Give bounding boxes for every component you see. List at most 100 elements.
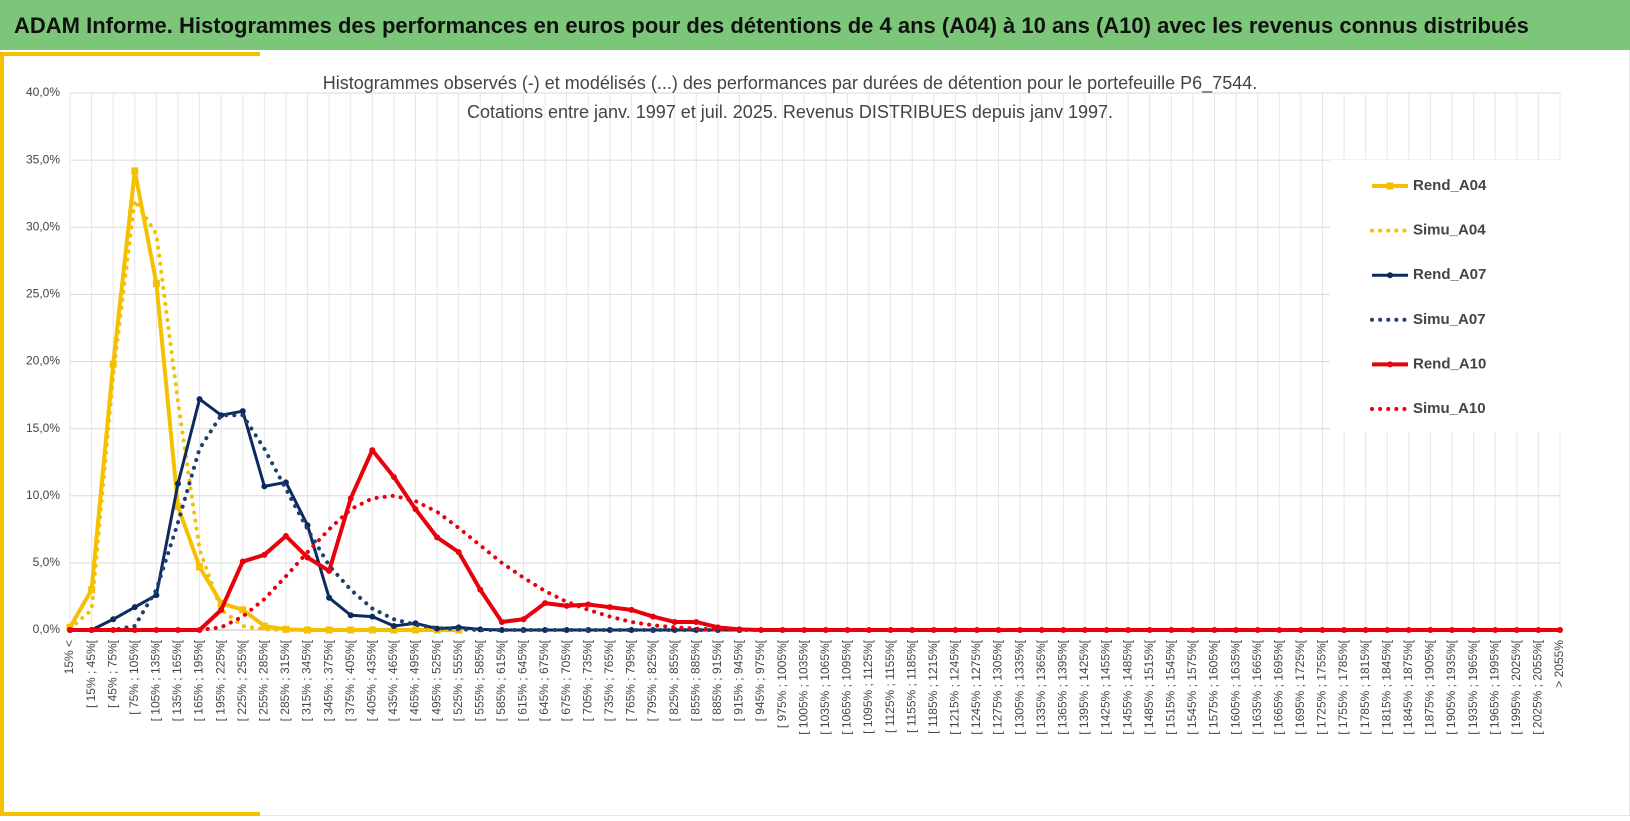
marker — [1233, 627, 1240, 633]
marker — [434, 534, 441, 541]
x-tick-label: [ 345% ; 375%[ — [321, 639, 335, 721]
x-tick-label: [ 1845% ; 1875%[ — [1401, 639, 1415, 734]
marker — [347, 612, 354, 619]
marker — [779, 627, 786, 633]
x-tick-label: [ 705% ; 735%[ — [580, 639, 594, 721]
marker — [520, 616, 527, 623]
x-tick-label: [ 1155% ; 1185%[ — [904, 639, 918, 733]
legend-marker — [1387, 272, 1393, 279]
series-line — [68, 194, 332, 632]
accent — [0, 812, 260, 816]
series-line — [68, 493, 1562, 632]
x-tick-label: [ 885% ; 915%[ — [710, 639, 724, 721]
x-tick-label: [ 1395% ; 1425%[ — [1077, 639, 1091, 734]
marker — [1103, 627, 1110, 633]
marker — [1427, 627, 1434, 633]
legend-box — [1330, 160, 1562, 432]
x-tick-label: [ 1575% ; 1605%[ — [1207, 639, 1221, 734]
y-tick-label: 40,0% — [26, 85, 60, 99]
marker — [239, 408, 246, 415]
marker — [131, 604, 138, 611]
x-tick-label: [ 735% ; 765%[ — [602, 639, 616, 721]
marker — [217, 599, 225, 607]
marker — [282, 533, 289, 540]
marker — [628, 627, 635, 633]
x-tick-label: [ 945% ; 975%[ — [753, 639, 767, 721]
x-tick-label: [ 405% ; 435%[ — [364, 639, 378, 721]
y-tick-label: 10,0% — [26, 488, 60, 502]
marker — [110, 616, 117, 623]
marker — [412, 626, 420, 634]
marker — [239, 558, 246, 565]
marker — [714, 624, 721, 631]
x-tick-label: [ 1275% ; 1305%[ — [991, 639, 1005, 734]
marker — [585, 601, 592, 608]
marker — [909, 627, 916, 633]
x-tick-label: [ 1695% ; 1725%[ — [1293, 639, 1307, 734]
marker — [498, 618, 505, 625]
x-tick-label: [ 375% ; 405%[ — [343, 639, 357, 721]
accent — [0, 52, 4, 816]
x-tick-label: [ 75% ; 105%[ — [127, 639, 141, 714]
x-tick-label: [ 465% ; 495%[ — [408, 639, 422, 721]
x-tick-label: [ 1125% ; 1155%[ — [883, 639, 897, 733]
header-bar — [0, 0, 1630, 50]
x-tick-label: [ 1725% ; 1755%[ — [1315, 639, 1329, 734]
x-tick-label: [ 285% ; 315%[ — [278, 639, 292, 721]
x-tick-label: [ 1305% ; 1335%[ — [1012, 639, 1026, 734]
y-tick-label: 15,0% — [26, 421, 60, 435]
marker — [174, 502, 182, 510]
marker — [1168, 627, 1175, 633]
x-tick-label: [ 1335% ; 1365%[ — [1034, 639, 1048, 734]
y-tick-label: 35,0% — [26, 152, 60, 166]
y-tick-label: 5,0% — [33, 555, 61, 569]
x-tick-label: [ 1065% ; 1095%[ — [840, 639, 854, 734]
marker — [261, 483, 268, 490]
marker — [174, 480, 181, 487]
x-tick-label: [ 615% ; 645%[ — [516, 639, 530, 721]
x-tick-label: [ 1455% ; 1485%[ — [1120, 639, 1134, 734]
marker — [347, 495, 354, 502]
marker — [196, 563, 204, 571]
x-tick-label: [ 1995% ; 2025%[ — [1509, 639, 1523, 734]
marker — [455, 549, 462, 556]
marker — [563, 602, 570, 609]
marker — [844, 627, 851, 633]
x-tick-label: [ 795% ; 825%[ — [645, 639, 659, 721]
x-tick-label: [ 1425% ; 1455%[ — [1099, 639, 1113, 734]
x-tick-label: [ 435% ; 465%[ — [386, 639, 400, 721]
x-tick-label: [ 1215% ; 1245%[ — [948, 639, 962, 734]
x-tick-label: [ 525% ; 555%[ — [451, 639, 465, 721]
legend-label: Simu_A07 — [1413, 311, 1486, 328]
legend-label: Rend_A04 — [1413, 177, 1487, 194]
marker — [325, 626, 333, 634]
marker — [239, 606, 247, 614]
marker — [477, 586, 484, 593]
marker — [196, 396, 203, 403]
marker — [542, 600, 549, 607]
x-tick-label: [ 1005% ; 1035%[ — [796, 639, 810, 734]
x-tick-label: [ 225% ; 255%[ — [235, 639, 249, 721]
x-tick-label: [ 255% ; 285%[ — [257, 639, 271, 721]
chart-subtitle: Cotations entre janv. 1997 et juil. 2025… — [467, 102, 1113, 122]
y-tick-label: 25,0% — [26, 287, 60, 301]
x-tick-label: [ 975% ; 1005%[ — [775, 639, 789, 728]
x-tick-label: [ 195% ; 225%[ — [213, 639, 227, 721]
marker — [412, 506, 419, 513]
x-tick-label: [ 1905% ; 1935%[ — [1444, 639, 1458, 734]
x-tick-label: [ 1965% ; 1995%[ — [1487, 639, 1501, 734]
page-title: ADAM Informe. Histogrammes des performan… — [14, 13, 1529, 38]
x-tick-label: > 2055% — [1552, 640, 1566, 688]
marker — [606, 604, 613, 611]
marker — [973, 627, 980, 633]
marker — [260, 622, 268, 630]
marker — [671, 618, 678, 625]
marker — [304, 554, 311, 561]
x-tick-label: [ 1095% ; 1125%[ — [861, 639, 875, 734]
x-tick-label: [ 1485% ; 1515%[ — [1142, 639, 1156, 734]
x-tick-label: [ 2025% ; 2055%[ — [1531, 639, 1545, 734]
legend-label: Simu_A10 — [1413, 400, 1486, 417]
x-tick-label: [ 1755% ; 1785%[ — [1336, 639, 1350, 734]
